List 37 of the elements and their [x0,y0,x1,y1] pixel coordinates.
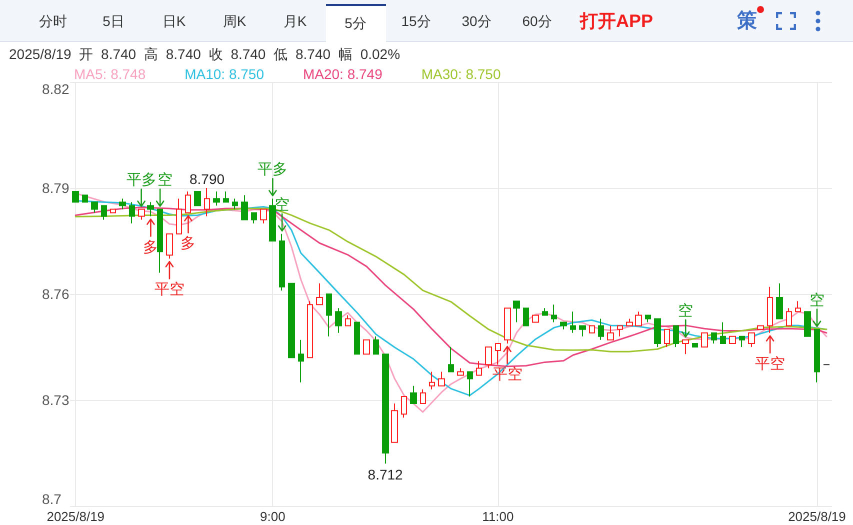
text: 60分 [522,13,552,29]
text: MA20: 8.749 [302,66,383,82]
text: MA10: 8.750 [184,66,264,82]
text: 分时 [39,13,67,29]
annotation: 平空 [755,355,786,372]
text: 15分 [401,13,431,29]
annotation: 8.790 [189,171,225,187]
text: 策 [737,9,757,34]
text: MA5: 8.748 [74,66,146,82]
text: 5日 [102,13,124,29]
selected-tab: 5分 [326,4,386,42]
y-tick-label: 8.79 [42,180,70,196]
text: 30分 [462,13,492,29]
annotation: 空 [274,196,290,214]
annotation: 空 [157,172,172,189]
annotation: 空 [809,292,824,309]
x-tick-label: 11:00 [482,509,514,524]
x-tick-label: 9:00 [260,509,286,524]
x-tick-label: 2025/8/19 [46,509,105,524]
y-tick-label: 8.82 [42,81,70,97]
x-tick-label: 2025/8/19 [788,509,846,524]
text: 周K [222,13,246,29]
y-tick-label: 8.73 [42,392,70,408]
text: 日K [162,13,186,29]
text: 月K [283,13,307,29]
text: 打开APP [580,10,654,33]
y-tick-label: 8.7 [42,491,62,507]
annotation: 平多 [126,172,156,189]
annotation: 平多 [258,161,288,178]
annotation: 空 [678,302,694,320]
chart-title: 2025/8/19 开 8.740 高 8.740 收 8.740 低 8.740 幅 0.02% [9,46,400,63]
annotation: 多 [180,235,196,252]
text: MA30: 8.750 [421,66,501,82]
y-tick-label: 8.76 [42,286,70,302]
annotation: 平空 [154,281,184,298]
annotation: 8.712 [368,466,404,483]
annotation: 多 [143,238,158,256]
